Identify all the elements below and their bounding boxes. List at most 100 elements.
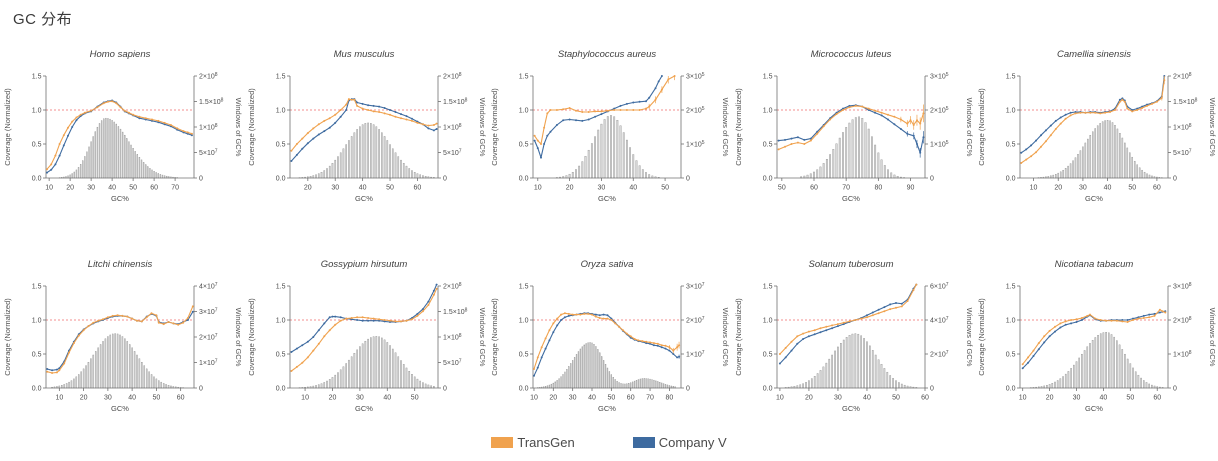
svg-text:50: 50	[152, 395, 160, 402]
chart-title: Staphylococcus aureus	[558, 49, 656, 60]
x-axis-label: GC%	[598, 404, 616, 413]
y-axis-label-right: Windows of GC%	[965, 98, 974, 157]
series-transgen	[1022, 308, 1167, 366]
y-axis-label-right: Windows of GC%	[721, 308, 730, 367]
svg-text:4×107: 4×107	[199, 282, 218, 291]
chart-mus-musculus: Mus musculus 0.0 0.5 1.0 1.5 0 5×107 1×108 1.5×1…	[244, 43, 487, 203]
x-axis-label: GC%	[111, 194, 129, 203]
chart-homo-sapiens: Homo sapiens 0.0 0.5 1.0 1.5 0 5×107 1×108 1.5×1…	[0, 43, 243, 203]
svg-text:20: 20	[66, 185, 74, 192]
legend-label-transgen: TransGen	[517, 435, 575, 450]
x-axis-label: GC%	[355, 194, 373, 203]
y-axis-label-left: Coverage (Normalized)	[977, 298, 986, 376]
series-transgen	[46, 100, 193, 171]
svg-text:50: 50	[778, 185, 786, 192]
svg-text:40: 40	[108, 185, 116, 192]
x-axis-label: GC%	[111, 404, 129, 413]
svg-text:30: 30	[331, 185, 339, 192]
histogram-bars	[58, 117, 178, 179]
svg-text:20: 20	[550, 395, 558, 402]
svg-text:1.5×108: 1.5×108	[1173, 97, 1198, 106]
svg-text:4×107: 4×107	[930, 316, 949, 325]
svg-text:20: 20	[1055, 185, 1063, 192]
svg-text:1.0: 1.0	[763, 317, 773, 324]
y-axis-label-left: Coverage (Normalized)	[3, 298, 12, 376]
series-transgen	[289, 98, 438, 152]
svg-text:1.0: 1.0	[519, 107, 529, 114]
series-transgen	[777, 104, 925, 151]
svg-text:2×107: 2×107	[199, 333, 218, 342]
chart-title: Nicotiana tabacum	[1055, 259, 1134, 270]
series-transgen	[533, 312, 681, 370]
svg-text:0: 0	[443, 385, 447, 392]
svg-text:0.5: 0.5	[275, 351, 285, 358]
svg-text:30: 30	[356, 395, 364, 402]
svg-text:0.5: 0.5	[1006, 141, 1016, 148]
series-company-v	[778, 283, 918, 365]
svg-text:30: 30	[598, 185, 606, 192]
svg-text:30: 30	[1079, 185, 1087, 192]
y-axis-label-left: Coverage (Normalized)	[247, 298, 256, 376]
chart-nicotiana-tabacum: Nicotiana tabacum 0.0 0.5 1.0 1.5 0 1×108 2×108…	[974, 253, 1217, 413]
axes	[1017, 75, 1172, 181]
svg-text:0: 0	[1173, 175, 1177, 182]
y-axis-label-right: Windows of GC%	[478, 308, 487, 367]
svg-text:2×108: 2×108	[1173, 316, 1192, 325]
y-axis-label-right: Windows of GC%	[965, 308, 974, 367]
svg-text:1.0: 1.0	[275, 317, 285, 324]
svg-text:10: 10	[776, 395, 784, 402]
svg-text:1.5: 1.5	[763, 283, 773, 290]
svg-text:50: 50	[1127, 395, 1135, 402]
svg-text:1.5: 1.5	[1006, 283, 1016, 290]
svg-text:60: 60	[150, 185, 158, 192]
svg-text:10: 10	[1030, 185, 1038, 192]
svg-text:0.5: 0.5	[275, 141, 285, 148]
svg-text:50: 50	[129, 185, 137, 192]
svg-text:20: 20	[1046, 395, 1054, 402]
axes	[286, 75, 441, 181]
chart-gossypium-hirsutum: Gossypium hirsutum 0.0 0.5 1.0 1.5 0 5×107 1×10…	[244, 253, 487, 413]
svg-text:2×107: 2×107	[686, 316, 705, 325]
svg-text:0.5: 0.5	[1006, 351, 1016, 358]
chart-title: Litchi chinensis	[88, 259, 153, 270]
series-company-v	[289, 98, 438, 162]
svg-text:0: 0	[686, 175, 690, 182]
svg-text:1×108: 1×108	[199, 123, 218, 132]
svg-text:80: 80	[666, 395, 674, 402]
legend: TransGen Company V	[0, 435, 1218, 450]
svg-text:50: 50	[1129, 185, 1137, 192]
axes	[530, 75, 685, 181]
chart-staphylococcus-aureus: Staphylococcus aureus 0.0 0.5 1.0 1.5 0 1×105 2…	[487, 43, 730, 203]
svg-text:30: 30	[104, 395, 112, 402]
svg-text:20: 20	[80, 395, 88, 402]
legend-label-companyv: Company V	[658, 435, 727, 450]
legend-item-companyv: Company V	[632, 435, 727, 450]
svg-text:40: 40	[383, 395, 391, 402]
chart-title: Oryza sativa	[581, 259, 634, 270]
svg-text:0.0: 0.0	[32, 175, 42, 182]
svg-text:5×107: 5×107	[199, 148, 218, 157]
histogram-bars	[298, 122, 435, 179]
y-axis-label-right: Windows of GC%	[234, 98, 243, 157]
axes	[773, 285, 928, 391]
svg-text:1.0: 1.0	[1006, 317, 1016, 324]
y-axis-label-right: Windows of GC%	[1208, 308, 1217, 367]
svg-text:1.5: 1.5	[32, 73, 42, 80]
svg-text:0.0: 0.0	[1006, 175, 1016, 182]
svg-text:1×108: 1×108	[443, 333, 462, 342]
svg-text:50: 50	[410, 395, 418, 402]
series-transgen	[46, 305, 194, 374]
svg-text:3×108: 3×108	[1173, 282, 1192, 291]
svg-text:50: 50	[892, 395, 900, 402]
svg-text:1×108: 1×108	[1173, 123, 1192, 132]
svg-text:0: 0	[199, 385, 203, 392]
svg-text:0: 0	[199, 175, 203, 182]
y-axis-label-left: Coverage (Normalized)	[247, 88, 256, 166]
svg-text:1.5: 1.5	[1006, 73, 1016, 80]
svg-text:0: 0	[686, 385, 690, 392]
svg-text:60: 60	[921, 395, 929, 402]
chart-camellia-sinensis: Camellia sinensis 0.0 0.5 1.0 1.5 0 5×107 1×108…	[974, 43, 1217, 203]
svg-text:0: 0	[443, 175, 447, 182]
svg-text:10: 10	[534, 185, 542, 192]
svg-text:50: 50	[661, 185, 669, 192]
